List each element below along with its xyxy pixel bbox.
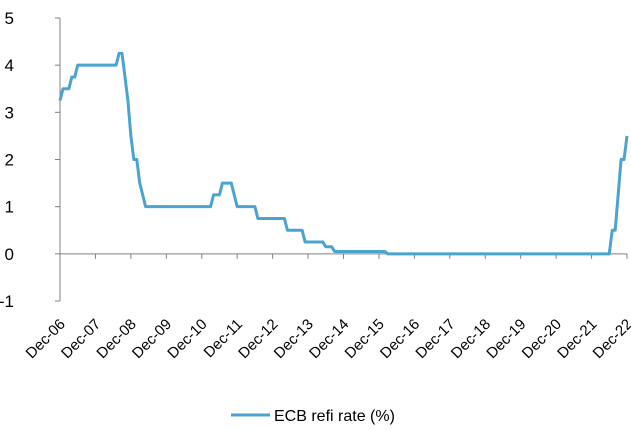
x-tick-label: Dec-10	[164, 316, 210, 362]
x-axis: Dec-06Dec-07Dec-08Dec-09Dec-10Dec-11Dec-…	[23, 253, 631, 362]
y-tick-label: 5	[5, 9, 14, 28]
legend: ECB refi rate (%)	[231, 408, 395, 425]
y-tick-label: -1	[0, 292, 14, 311]
y-tick-label: 3	[5, 103, 14, 122]
y-tick-label: 2	[5, 151, 14, 170]
y-tick-label: 4	[5, 56, 14, 75]
y-axis: 5 4 3 2 1 0 -1	[0, 9, 61, 311]
x-tick-label: Dec-22	[590, 316, 631, 362]
series-line-ecb-refi-rate	[58, 51, 629, 256]
y-tick-label: 0	[5, 245, 14, 264]
series-group	[58, 51, 629, 256]
legend-label: ECB refi rate (%)	[274, 408, 395, 425]
y-tick-label: 1	[5, 198, 14, 217]
